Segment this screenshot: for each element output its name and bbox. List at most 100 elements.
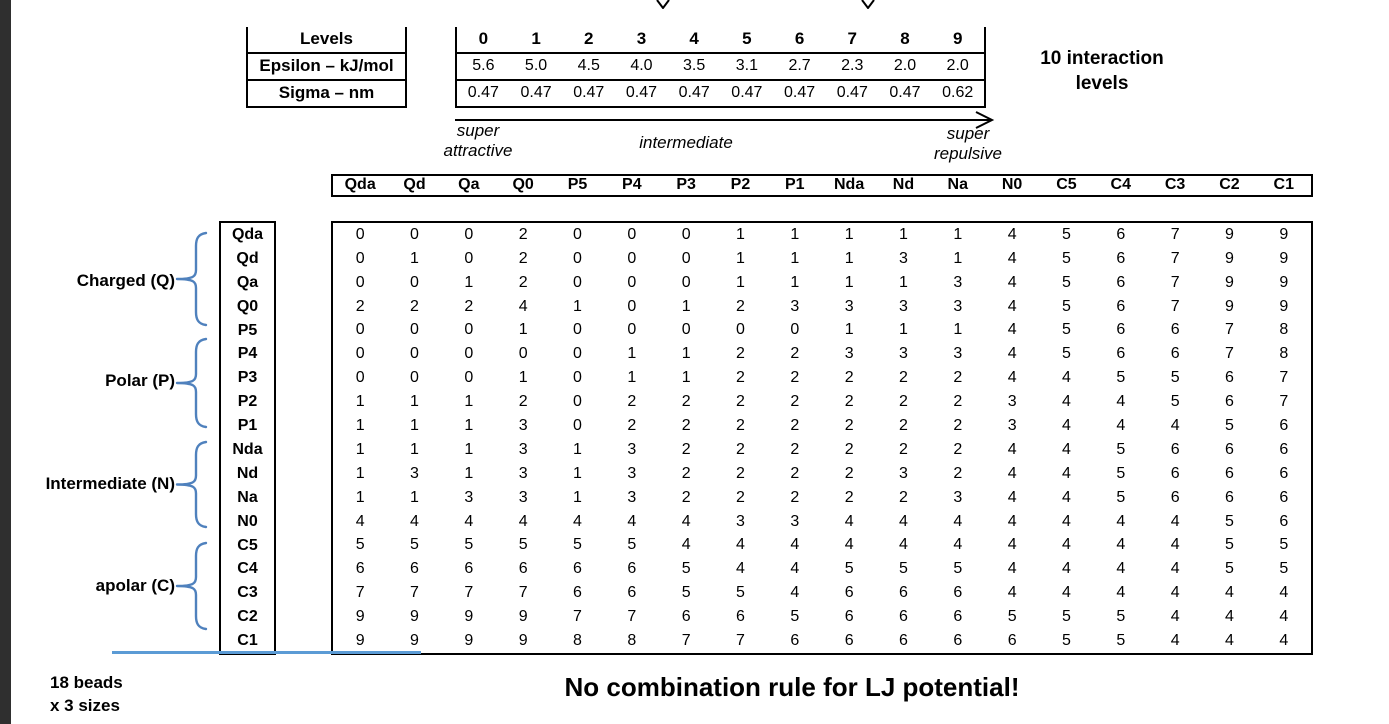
matrix-cell: 2 [790, 440, 800, 458]
matrix-cell: 2 [899, 440, 908, 458]
column-header: Qda [344, 176, 376, 193]
column-header: C4 [1110, 176, 1131, 193]
row-header: Nd [236, 464, 259, 482]
interaction-levels-note: 10 interaction levels [1012, 46, 1192, 96]
matrix-row-headers: Qda Qd Qa Q0 P5 P4 P3 P2 P1 Nda Nd Na N0 C5 C4 C3 C2 C1 [219, 221, 276, 655]
bead-group-brace [175, 541, 208, 631]
footer-underline [112, 651, 421, 654]
matrix-cell: 1 [355, 440, 365, 458]
matrix-cell: 9 [1225, 225, 1234, 243]
matrix-cell: 1 [627, 345, 637, 363]
sigma-value: 0.47 [520, 84, 552, 101]
matrix-cell: 3 [627, 464, 637, 482]
matrix-cell: 1 [355, 464, 365, 482]
epsilon-value: 2.0 [893, 57, 917, 74]
matrix-cell: 2 [627, 417, 637, 435]
row-header: C5 [237, 536, 258, 554]
combination-rule-note: No combination rule for LJ potential! [564, 672, 1020, 702]
matrix-cell: 5 [464, 536, 474, 554]
matrix-cell: 7 [1225, 345, 1234, 363]
matrix-cell: 1 [355, 488, 365, 506]
matrix-cell: 1 [790, 273, 800, 291]
matrix-cell: 4 [1007, 464, 1017, 482]
matrix-cell: 1 [573, 440, 582, 458]
matrix-cell: 0 [410, 345, 419, 363]
matrix-cell: 5 [573, 536, 582, 554]
matrix-cell: 4 [844, 536, 854, 554]
matrix-cell: 6 [1225, 488, 1234, 506]
matrix-cell: 4 [355, 512, 365, 530]
matrix-cell: 2 [736, 345, 745, 363]
matrix-cell: 3 [953, 273, 963, 291]
matrix-cell: 0 [355, 369, 365, 387]
matrix-cell: 2 [953, 440, 963, 458]
matrix-cell: 1 [573, 297, 582, 315]
matrix-cell: 1 [518, 369, 528, 387]
matrix-cell: 2 [518, 393, 528, 411]
matrix-cell: 9 [1279, 225, 1289, 243]
matrix-cell: 3 [899, 464, 908, 482]
matrix-cell: 2 [953, 464, 963, 482]
matrix-cell: 8 [573, 632, 582, 650]
matrix-cell: 4 [1007, 488, 1017, 506]
column-header: C2 [1219, 176, 1240, 193]
level-number: 2 [584, 29, 594, 48]
interaction-matrix: 0 0 0 2 0 0 0 1 1 1 1 1 4 5 6 7 9 9 0 1 0 2 0 0 0 1 1 1 3 1 4 5 6 7 9 9 0 0 1 2… [331, 221, 1313, 655]
matrix-cell: 1 [953, 249, 963, 267]
matrix-cell: 3 [464, 488, 474, 506]
matrix-cell: 0 [627, 321, 637, 339]
column-header: Nd [892, 176, 915, 193]
matrix-cell: 4 [1116, 393, 1126, 411]
matrix-cell: 0 [464, 321, 474, 339]
row-header: P1 [237, 417, 258, 435]
matrix-cell: 0 [355, 249, 365, 267]
matrix-cell: 4 [1007, 560, 1017, 578]
matrix-cell: 3 [1007, 393, 1017, 411]
column-header: N0 [1001, 176, 1023, 193]
matrix-cell: 0 [518, 345, 528, 363]
bead-group-label: apolar (C) [95, 576, 175, 595]
matrix-cell: 5 [1062, 608, 1071, 626]
matrix-cell: 4 [1007, 321, 1017, 339]
matrix-cell: 2 [627, 393, 637, 411]
matrix-cell: 5 [1062, 632, 1071, 650]
matrix-cell: 5 [1116, 369, 1126, 387]
matrix-cell: 6 [1116, 249, 1126, 267]
epsilon-value: 4.0 [630, 57, 653, 74]
row-header: Q0 [236, 297, 259, 315]
matrix-cell: 7 [627, 608, 637, 626]
matrix-cell: 2 [844, 417, 854, 435]
matrix-cell: 9 [355, 632, 365, 650]
matrix-cell: 0 [573, 393, 582, 411]
row-header: N0 [237, 512, 258, 530]
sigma-value: 0.47 [678, 84, 710, 101]
bead-group-label: Polar (P) [105, 371, 175, 390]
matrix-cell: 5 [1062, 225, 1071, 243]
matrix-cell: 7 [1170, 273, 1180, 291]
matrix-cell: 1 [844, 225, 854, 243]
matrix-cell: 1 [627, 369, 637, 387]
matrix-cell: 4 [1225, 584, 1234, 602]
epsilon-value: 3.5 [683, 57, 706, 74]
matrix-cell: 1 [464, 440, 474, 458]
sigma-value: 0.47 [836, 84, 868, 101]
matrix-cell: 0 [410, 321, 419, 339]
matrix-cell: 1 [844, 273, 854, 291]
matrix-cell: 3 [899, 249, 908, 267]
matrix-cell: 2 [736, 417, 745, 435]
matrix-cell: 8 [1279, 345, 1289, 363]
matrix-cell: 6 [953, 584, 963, 602]
bead-group-brace [175, 440, 208, 529]
matrix-cell: 2 [844, 464, 854, 482]
matrix-cell: 2 [736, 464, 745, 482]
matrix-cell: 9 [518, 608, 528, 626]
matrix-cell: 0 [681, 249, 691, 267]
matrix-cell: 9 [464, 632, 474, 650]
bead-group-brace [175, 337, 208, 429]
matrix-cell: 1 [844, 249, 854, 267]
matrix-cell: 1 [410, 393, 419, 411]
matrix-cell: 6 [1279, 464, 1289, 482]
row-header: C4 [237, 560, 258, 578]
level-number: 8 [900, 29, 910, 48]
